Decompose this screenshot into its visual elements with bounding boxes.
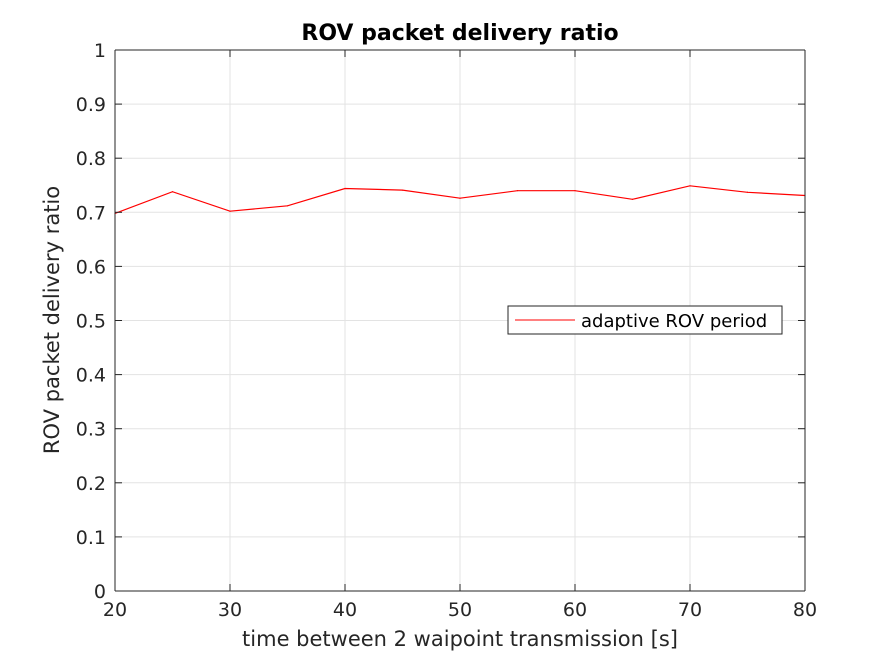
x-tick-label: 50: [448, 599, 472, 621]
y-tick-label: 0: [94, 581, 106, 603]
legend: adaptive ROV period: [507, 305, 783, 335]
y-tick-label: 0.8: [76, 148, 106, 170]
y-tick-label: 0.4: [76, 365, 106, 387]
data-point: [171, 191, 174, 193]
x-tick-label: 70: [678, 599, 702, 621]
data-point: [459, 197, 461, 199]
data-point: [689, 185, 691, 187]
x-tick-label: 40: [333, 599, 357, 621]
y-tick-label: 0.7: [76, 202, 106, 224]
data-point: [746, 191, 749, 193]
x-tick-label: 20: [103, 599, 127, 621]
data-point: [574, 190, 576, 192]
tick-labels: 20 30 40 50 60 70 80 0 0.1 0.2 0.3 0.4 0.5 0.6 0.7 0.8 0…: [76, 40, 817, 621]
legend-entry-label: adaptive ROV period: [581, 311, 767, 332]
data-point: [516, 190, 519, 192]
axes: [114, 49, 806, 592]
chart-title: ROV packet delivery ratio: [301, 21, 618, 46]
x-tick-label: 80: [793, 599, 817, 621]
data-point: [286, 205, 289, 207]
data-point: [344, 187, 346, 190]
y-tick-label: 0.3: [76, 419, 106, 441]
x-tick-label: 60: [563, 599, 587, 621]
y-axis-label: ROV packet delivery ratio: [40, 186, 64, 454]
data-point: [229, 210, 231, 212]
y-tick-label: 0.9: [76, 94, 106, 116]
series-layer: [114, 185, 806, 214]
data-point: [631, 198, 634, 200]
y-tick-label: 0.6: [76, 256, 106, 278]
x-axis-label: time between 2 waipoint transmission [s]: [242, 627, 678, 651]
data-point: [401, 189, 404, 191]
y-tick-label: 1: [94, 40, 106, 62]
y-tick-label: 0.2: [76, 473, 106, 495]
x-tick-label: 30: [218, 599, 242, 621]
y-tick-label: 0.5: [76, 311, 106, 333]
y-tick-label: 0.1: [76, 527, 106, 549]
